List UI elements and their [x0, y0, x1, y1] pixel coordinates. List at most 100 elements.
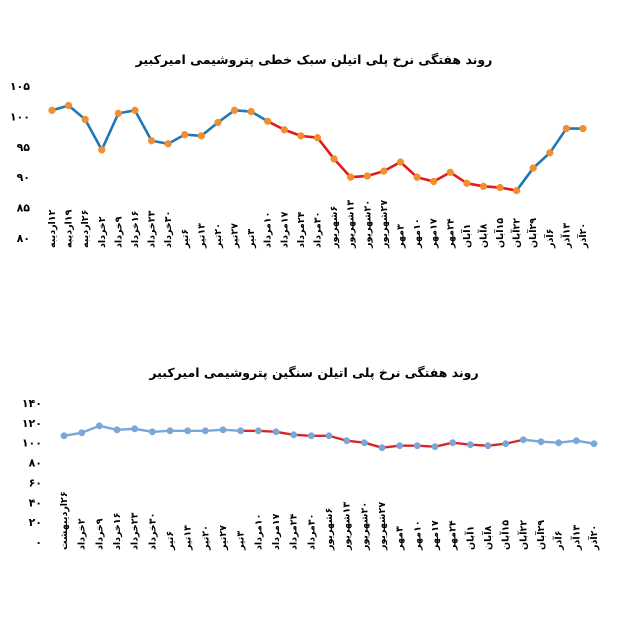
c1-data-point: [131, 106, 139, 114]
chart-hdpe-svg: روند هفتگی نرخ پلی اتیلن سنگین پتروشیمی …: [22, 365, 600, 551]
c2-data-point: [166, 427, 174, 435]
c1-data-point: [64, 101, 73, 110]
c1-x-tick: ۶تیر: [180, 229, 191, 249]
c1-x-tick: ۲۹آبان: [526, 218, 539, 248]
c1-data-point: [181, 130, 189, 139]
c2-y-tick: ۸۰: [29, 457, 42, 470]
c1-series-segment: [100, 112, 120, 152]
c1-x-tick: ۳تیر: [246, 229, 257, 249]
c2-data-point: [502, 440, 510, 448]
chart-ldpe-linear-svg: روند هفتگی نرخ پلی اتیلن سبک خطی پتروشیم…: [10, 52, 589, 249]
c1-data-point: [98, 146, 106, 154]
c1-x-tick: ۳۰مرداد: [313, 212, 324, 248]
c1-data-point: [546, 149, 554, 157]
c2-data-point: [537, 438, 545, 446]
c2-x-tick: ۱۳تیر: [183, 525, 194, 551]
c2-data-point: [360, 439, 368, 447]
c2-data-point: [572, 437, 580, 445]
c2-x-tick: ۲۰آذر: [587, 525, 600, 551]
c1-series-segment: [133, 109, 153, 143]
c2-data-point: [555, 439, 563, 447]
c2-x-tick: ۶شهریور: [324, 508, 335, 551]
c1-data-point: [197, 132, 205, 140]
c2-data-point: [60, 432, 68, 440]
c1-x-tick: ۱۹اردیبه: [64, 209, 75, 248]
c1-x-tick: ۶آذر: [543, 229, 556, 249]
c2-data-point: [254, 427, 262, 435]
c1-x-tick: ۹خرداد: [113, 216, 124, 248]
c1-series-segment: [531, 151, 552, 170]
c1-x-tick: ۲۶اردیبه: [80, 210, 91, 248]
c2-x-tick: ۲۴مرداد: [289, 513, 300, 550]
c2-y-tick: ۱۲۰: [22, 417, 42, 430]
c1-x-tick: ۲۰تیر: [213, 223, 224, 249]
c1-data-point: [297, 132, 305, 140]
c1-x-tick: ۳مهر: [395, 224, 406, 249]
c2-x-tick: ۲۰شهریور: [359, 502, 370, 551]
c1-data-point: [430, 177, 438, 186]
c1-x-tick: ۸آبان: [476, 224, 489, 249]
c1-data-point: [48, 106, 56, 114]
c1-x-tick: ۲۷شهریور: [379, 200, 390, 249]
c2-data-point: [237, 427, 245, 435]
c2-data-point: [590, 440, 598, 448]
c2-x-tick: ۱۰مهر: [412, 520, 423, 551]
c2-x-tick: ۶تیر: [165, 531, 176, 551]
c1-data-point: [512, 186, 521, 195]
c2-y-tick: ۴۰: [29, 496, 42, 509]
c1-data-point: [264, 117, 272, 125]
c1-data-point: [463, 179, 471, 187]
c1-x-tick: ۱۷مهر: [429, 218, 440, 249]
c2-x-tick: ۱۷مرداد: [271, 513, 282, 550]
c2-x-tick: ۱۷مهر: [430, 520, 441, 551]
c1-data-point: [579, 124, 587, 133]
c2-y-tick: ۱۴۰: [22, 397, 42, 410]
c2-data-point: [325, 432, 333, 440]
c1-data-point: [529, 164, 537, 172]
c2-x-tick: ۲۷تیر: [218, 525, 229, 551]
chart-ldpe-linear: روند هفتگی نرخ پلی اتیلن سبک خطی پتروشیم…: [0, 0, 628, 300]
c2-x-tick: ۹خرداد: [94, 518, 105, 550]
c1-x-tick: ۲۰آذر: [576, 223, 589, 249]
c2-data-point: [396, 442, 404, 450]
c1-data-point: [446, 168, 454, 176]
c2-data-point: [431, 443, 439, 451]
c1-x-tick: ۱۳آذر: [559, 223, 572, 249]
c2-data-point: [131, 425, 139, 433]
c2-y-tick: ۶۰: [29, 476, 42, 489]
c1-x-tick: ۱۵آبان: [493, 218, 506, 248]
c2-data-point: [113, 426, 121, 434]
c2-x-tick: ۲۶اردیبهشت: [59, 491, 70, 550]
c2-data-point: [413, 442, 421, 450]
c1-x-tick: ۲۳خرداد: [147, 210, 158, 248]
c1-x-tick: ۱۰مرداد: [263, 212, 274, 248]
c2-x-tick: ۳۰خرداد: [147, 513, 158, 550]
c2-x-tick: ۱آبان: [463, 526, 476, 550]
c2-data-point: [95, 422, 103, 430]
c2-data-point: [466, 441, 474, 449]
c1-x-tick: ۲خرداد: [97, 216, 108, 248]
c1-y-tick: ۹۰: [17, 171, 30, 184]
c1-y-tick: ۱۰۰: [10, 110, 30, 123]
c2-data-point: [307, 432, 315, 440]
c2-x-tick: ۲۲آبان: [516, 520, 529, 550]
c1-x-tick: ۱۷مرداد: [279, 211, 290, 248]
c1-x-tick: ۲۴مهر: [445, 218, 456, 249]
c1-x-tick: ۱۲اردیبه: [47, 209, 58, 248]
c2-data-point: [78, 429, 86, 437]
c2-x-tick: ۲۷شهریور: [377, 502, 388, 551]
c2-x-tick: ۳۰مرداد: [306, 514, 317, 550]
c2-x-tick: ۱۰مرداد: [253, 514, 264, 550]
c1-series-segment: [332, 157, 352, 179]
c1-y-tick: ۸۵: [17, 202, 31, 215]
c1-x-tick: ۳۰خرداد: [163, 211, 174, 248]
c2-x-tick: ۲۴مهر: [448, 520, 459, 551]
c1-x-tick: ۱۳شهریور: [346, 200, 357, 249]
c1-x-tick: ۱۶خرداد: [130, 211, 141, 248]
c1-title: روند هفتگی نرخ پلی اتیلن سبک خطی پتروشیم…: [135, 52, 493, 67]
c1-data-point: [313, 134, 322, 142]
c2-data-point: [272, 428, 280, 436]
c2-x-tick: ۳تیر: [236, 531, 247, 551]
c2-data-point: [449, 439, 457, 447]
c1-data-point: [147, 137, 156, 145]
